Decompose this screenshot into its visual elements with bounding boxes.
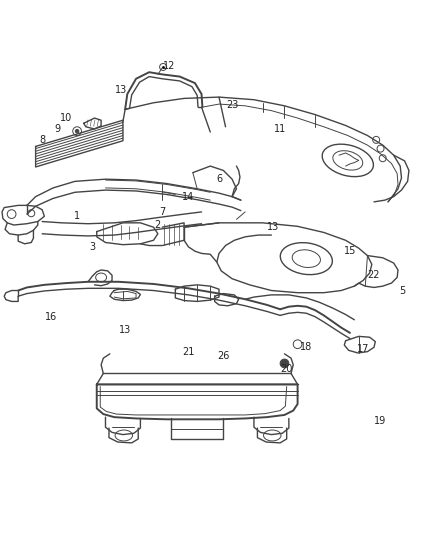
Text: 18: 18 (300, 342, 312, 352)
Text: 13: 13 (268, 222, 280, 232)
Text: 13: 13 (119, 325, 131, 335)
Text: 15: 15 (344, 246, 356, 256)
Text: 19: 19 (374, 416, 387, 426)
Text: 3: 3 (89, 242, 95, 252)
Text: 17: 17 (357, 344, 369, 354)
Text: 6: 6 (216, 174, 222, 184)
Text: 21: 21 (182, 346, 194, 357)
Text: 5: 5 (399, 286, 406, 295)
Text: 26: 26 (217, 351, 230, 361)
Text: 11: 11 (274, 124, 286, 134)
Text: 2: 2 (155, 220, 161, 230)
Text: 14: 14 (182, 192, 194, 201)
Circle shape (75, 130, 79, 133)
Text: 9: 9 (54, 124, 60, 134)
Text: 1: 1 (74, 211, 80, 221)
Circle shape (280, 359, 289, 368)
Text: 23: 23 (226, 100, 238, 110)
Text: 7: 7 (159, 207, 166, 217)
Text: 12: 12 (162, 61, 175, 71)
Text: 8: 8 (39, 135, 45, 145)
Text: 13: 13 (115, 85, 127, 95)
Text: 22: 22 (368, 270, 380, 280)
Text: 20: 20 (280, 364, 293, 374)
Text: 10: 10 (60, 113, 72, 123)
Text: 16: 16 (45, 312, 57, 322)
